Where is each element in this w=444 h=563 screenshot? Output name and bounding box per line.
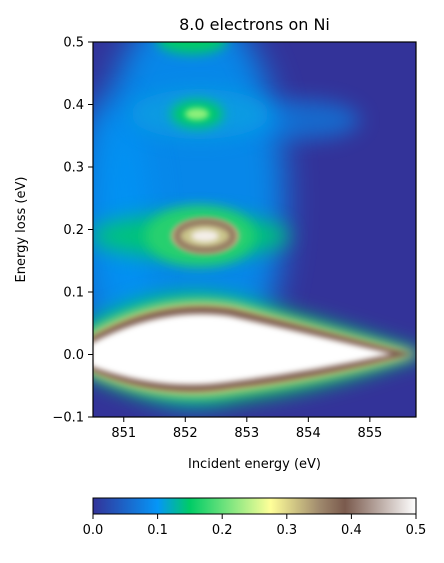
heatmap-image	[93, 42, 416, 417]
heatmap-glow-right	[240, 100, 360, 140]
heatmap-band-038-hot	[185, 108, 209, 120]
x-tick-label: 854	[296, 426, 321, 441]
y-tick-label: −0.1	[52, 411, 84, 426]
colorbar-tick-label: 0.3	[276, 523, 297, 538]
y-tick-label: 0.4	[63, 98, 84, 113]
colorbar-tick-label: 0.2	[212, 523, 233, 538]
y-tick-label: 0.3	[63, 161, 84, 176]
colorbar	[92, 497, 417, 515]
y-tick-label: 0.1	[63, 286, 84, 301]
colorbar-tick-label: 0.5	[406, 523, 427, 538]
colorbar-tick-label: 0.4	[341, 523, 362, 538]
y-tick-label: 0.5	[63, 36, 84, 51]
x-tick-label: 855	[357, 426, 382, 441]
heatmap-elastic-core	[93, 313, 393, 385]
colorbar-tick-label: 0.1	[147, 523, 168, 538]
colorbar-tick-label: 0.0	[83, 523, 104, 538]
y-axis: −0.1 0.0 0.1 0.2 0.3 0.4 0.5	[52, 36, 93, 426]
x-axis: 851 852 853 854 855	[111, 417, 382, 441]
chart-title: 8.0 electrons on Ni	[179, 15, 330, 34]
heatmap-band-top	[157, 42, 227, 54]
x-tick-label: 851	[111, 426, 136, 441]
x-tick-label: 853	[234, 426, 259, 441]
colorbar-axis: 0.0 0.1 0.2 0.3 0.4 0.5	[83, 514, 427, 538]
y-axis-label: Energy loss (eV)	[14, 177, 29, 283]
y-tick-label: 0.2	[63, 223, 84, 238]
heatmap-ring-019-hot	[191, 230, 219, 242]
x-axis-label: Incident energy (eV)	[188, 457, 321, 472]
heatmap-ring-019-dark	[174, 219, 236, 253]
y-tick-label: 0.0	[63, 348, 84, 363]
x-tick-label: 852	[173, 426, 198, 441]
